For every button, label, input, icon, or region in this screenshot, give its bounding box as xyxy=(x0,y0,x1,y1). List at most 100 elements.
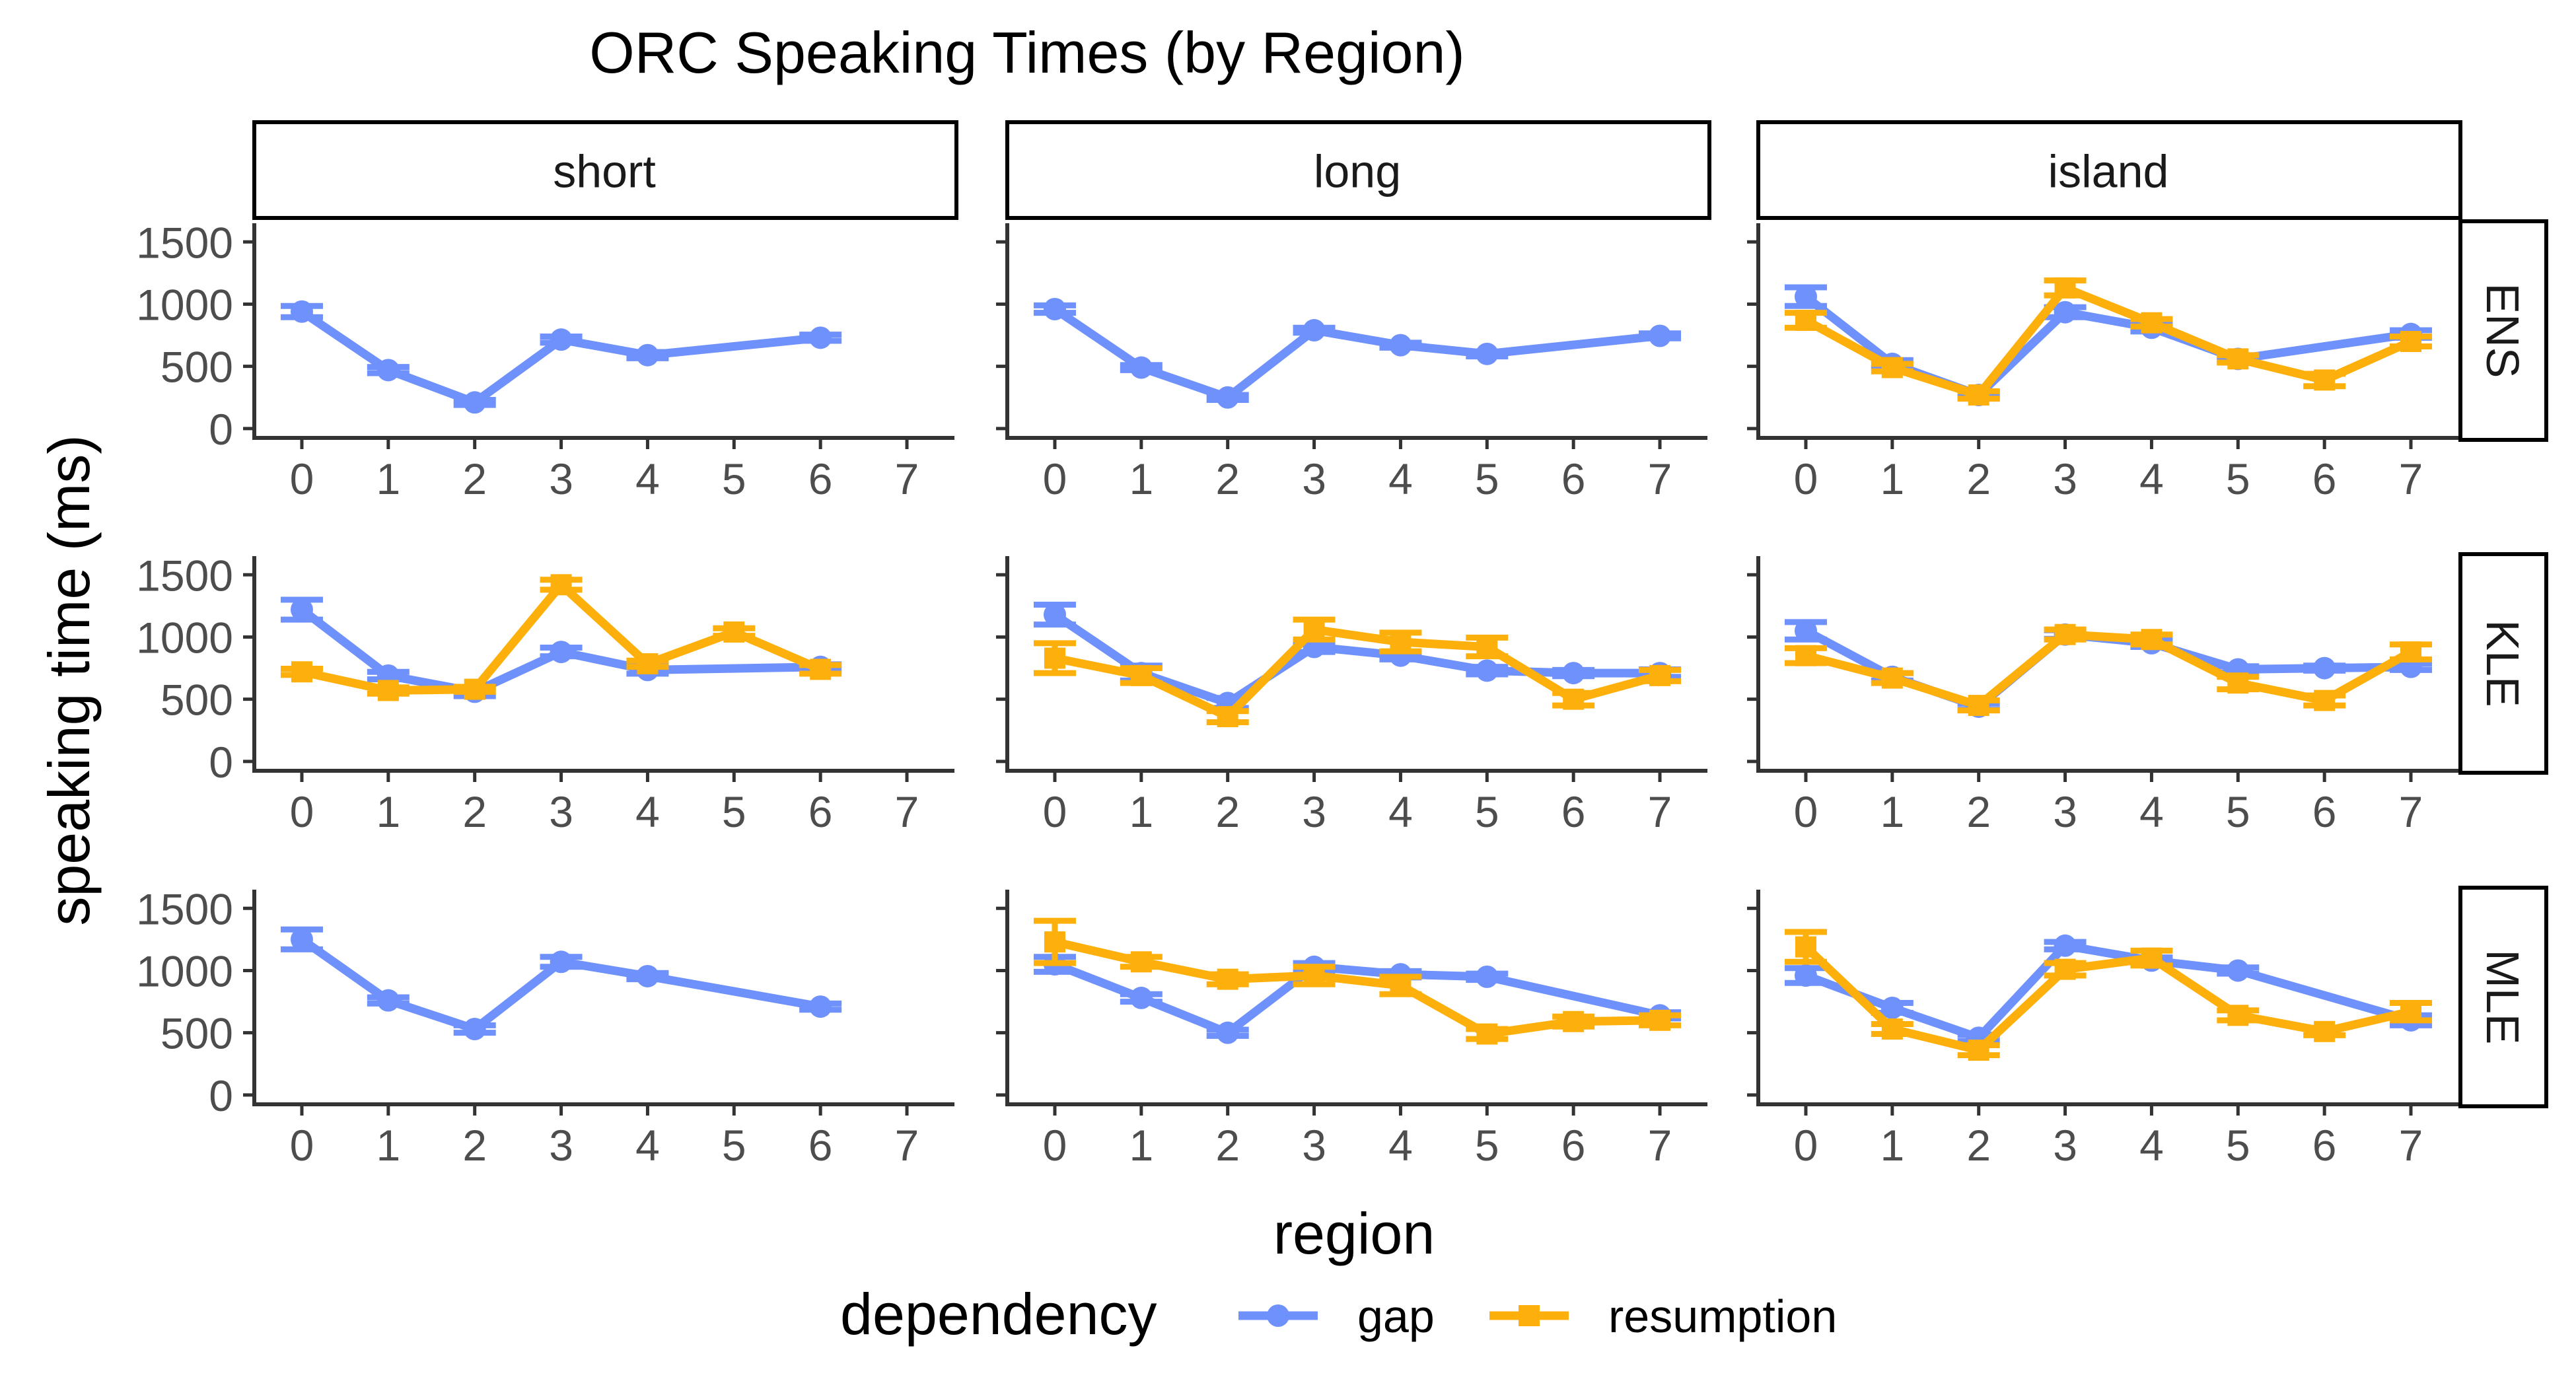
series-resumption xyxy=(1784,277,2433,406)
x-tick-label: 1 xyxy=(1129,1121,1153,1170)
x-tick-label: 7 xyxy=(1648,1121,1672,1170)
row-strip-box xyxy=(2458,219,2548,442)
data-point xyxy=(290,598,313,622)
panel-island-KLE: 0 1 2 3 4 5 6 7 xyxy=(1747,556,2458,836)
data-point xyxy=(2400,641,2422,663)
x-tick-label: 6 xyxy=(1561,454,1586,503)
x-tick-label: 5 xyxy=(1475,454,1499,503)
x-tick-label: 2 xyxy=(1966,787,1991,836)
series-line-gap xyxy=(297,935,825,1034)
x-tick-label: 3 xyxy=(549,454,573,503)
data-point xyxy=(376,359,400,382)
x-tick-label: 3 xyxy=(2053,787,2077,836)
series-gap xyxy=(280,926,842,1041)
y-tick-label: 0 xyxy=(209,405,233,454)
x-tick-label: 1 xyxy=(1880,787,1904,836)
data-point xyxy=(1794,285,1817,308)
y-tick-label: 1500 xyxy=(136,218,233,267)
chart-title: ORC Speaking Times (by Region) xyxy=(589,20,1464,85)
x-tick-label: 1 xyxy=(1880,454,1904,503)
data-point xyxy=(1216,386,1239,409)
x-tick-label: 5 xyxy=(722,1121,746,1170)
x-tick-label: 4 xyxy=(1388,1121,1413,1170)
x-tick-label: 6 xyxy=(1561,787,1586,836)
x-tick-label: 5 xyxy=(2226,787,2250,836)
data-point xyxy=(2141,629,2163,651)
data-point xyxy=(1044,931,1065,953)
data-point xyxy=(463,391,486,414)
x-tick-label: 5 xyxy=(2226,454,2250,503)
data-point xyxy=(1129,986,1153,1009)
data-point xyxy=(1563,1011,1585,1032)
data-point xyxy=(550,328,573,351)
x-tick-label: 7 xyxy=(895,454,919,503)
data-point xyxy=(2313,657,2336,680)
row-strip-ENS: ENS xyxy=(2458,219,2548,442)
legend-marker xyxy=(1519,1305,1540,1326)
x-tick-label: 3 xyxy=(2053,454,2077,503)
series-resumption xyxy=(1033,917,1682,1045)
y-tick-label: 1000 xyxy=(136,946,233,995)
data-point xyxy=(1880,996,1904,1019)
data-point xyxy=(1390,631,1412,653)
y-tick-label: 500 xyxy=(161,1009,233,1058)
x-tick-label: 4 xyxy=(1388,787,1413,836)
data-point xyxy=(2314,1020,2336,1042)
legend: dependency gap resumption xyxy=(840,1281,1837,1347)
data-point xyxy=(1968,384,1989,406)
x-tick-label: 3 xyxy=(1302,454,1326,503)
data-point xyxy=(809,995,832,1018)
data-point xyxy=(1968,1040,1989,1061)
panel-island-MLE: 0 1 2 3 4 5 6 7 xyxy=(1747,890,2458,1170)
data-point xyxy=(1476,659,1499,682)
y-axis-title: speaking time (ms) xyxy=(36,435,102,925)
x-tick-label: 4 xyxy=(2139,787,2164,836)
series-gap xyxy=(280,300,842,414)
data-point xyxy=(2141,947,2163,969)
panel-short-KLE: 0 500 1000 1500 0 1 2 3 4 5 6 7 xyxy=(136,551,954,836)
panel-long-MLE: 0 1 2 3 4 5 6 7 xyxy=(996,890,1707,1170)
data-point xyxy=(2227,348,2249,370)
data-point xyxy=(1389,334,1412,357)
x-tick-label: 0 xyxy=(1043,787,1067,836)
data-point xyxy=(1794,620,1817,643)
y-tick-label: 500 xyxy=(161,343,233,392)
x-tick-label: 1 xyxy=(1129,454,1153,503)
data-point xyxy=(290,300,313,323)
y-tick-label: 500 xyxy=(161,676,233,725)
data-point xyxy=(1563,688,1585,710)
x-tick-label: 6 xyxy=(1561,1121,1586,1170)
row-strip-KLE: KLE xyxy=(2458,552,2548,775)
x-tick-label: 3 xyxy=(2053,1121,2077,1170)
data-point xyxy=(1881,667,1903,689)
column-strip-label: short xyxy=(553,146,656,197)
y-tick-label: 1500 xyxy=(136,884,233,933)
series-resumption xyxy=(1784,623,2433,717)
data-point xyxy=(1881,357,1903,378)
panel-long-ENS: 0 1 2 3 4 5 6 7 xyxy=(996,223,1707,503)
data-point xyxy=(2054,623,2076,645)
x-tick-label: 3 xyxy=(549,787,573,836)
data-point xyxy=(2227,672,2249,694)
x-tick-label: 0 xyxy=(290,454,314,503)
x-tick-label: 7 xyxy=(2399,454,2423,503)
series-line-gap xyxy=(297,605,825,696)
legend-marker xyxy=(1267,1304,1289,1327)
data-point xyxy=(2400,1001,2422,1022)
y-tick-label: 1000 xyxy=(136,613,233,662)
data-point xyxy=(1562,662,1585,685)
x-tick-label: 2 xyxy=(1215,454,1240,503)
x-tick-label: 7 xyxy=(1648,787,1672,836)
data-point xyxy=(1217,968,1238,990)
column-strip-box xyxy=(252,120,958,220)
data-point xyxy=(1217,706,1238,728)
data-point xyxy=(1476,965,1499,988)
data-point xyxy=(2054,301,2077,324)
x-tick-label: 4 xyxy=(635,454,660,503)
x-tick-label: 7 xyxy=(895,1121,919,1170)
series-line-gap xyxy=(297,307,825,407)
data-point xyxy=(2141,312,2163,334)
y-tick-label: 0 xyxy=(209,1071,233,1120)
x-tick-label: 1 xyxy=(1129,787,1153,836)
